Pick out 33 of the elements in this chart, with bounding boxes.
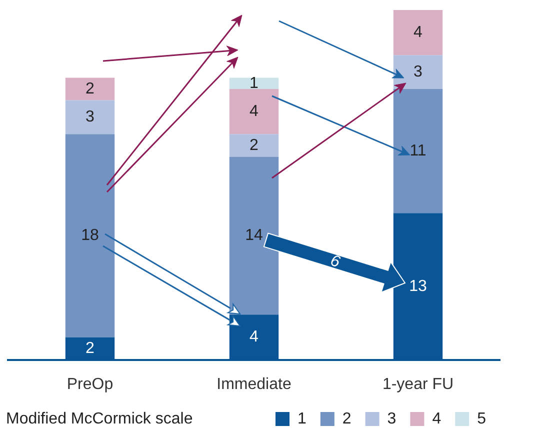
data-label: 4 — [250, 102, 259, 120]
data-label: 14 — [245, 227, 263, 244]
x-tick-label: 1-year FU — [382, 376, 454, 393]
bar — [393, 88, 443, 214]
bar — [65, 78, 115, 100]
data-label: 2 — [86, 80, 95, 98]
legend-label: 3 — [387, 410, 396, 428]
bar — [229, 88, 279, 134]
bar — [65, 100, 115, 134]
data-label: 4 — [250, 328, 259, 346]
data-label: 3 — [86, 108, 95, 126]
bar — [229, 156, 279, 315]
legend-label: 1 — [298, 410, 307, 428]
data-label: 3 — [414, 63, 423, 80]
bar — [229, 134, 279, 157]
data-label: 13 — [409, 278, 427, 295]
legend-title: Modified McCormick scale — [6, 410, 193, 428]
legend-label: 2 — [342, 410, 352, 428]
x-tick-label: Immediate — [216, 376, 292, 393]
legend-label: 4 — [432, 410, 442, 428]
bar — [65, 134, 115, 338]
data-label: 11 — [410, 142, 426, 160]
data-label: 4 — [414, 24, 423, 41]
data-label: 1 — [250, 74, 259, 92]
data-label: 2 — [86, 340, 95, 357]
data-label: 18 — [81, 227, 99, 244]
bar — [393, 55, 443, 89]
x-tick-label: PreOp — [66, 376, 114, 393]
annotation: 6 — [328, 252, 342, 272]
legend-label: 5 — [477, 410, 486, 428]
bar — [393, 10, 443, 56]
data-label: 2 — [250, 136, 259, 154]
bar — [229, 78, 279, 89]
